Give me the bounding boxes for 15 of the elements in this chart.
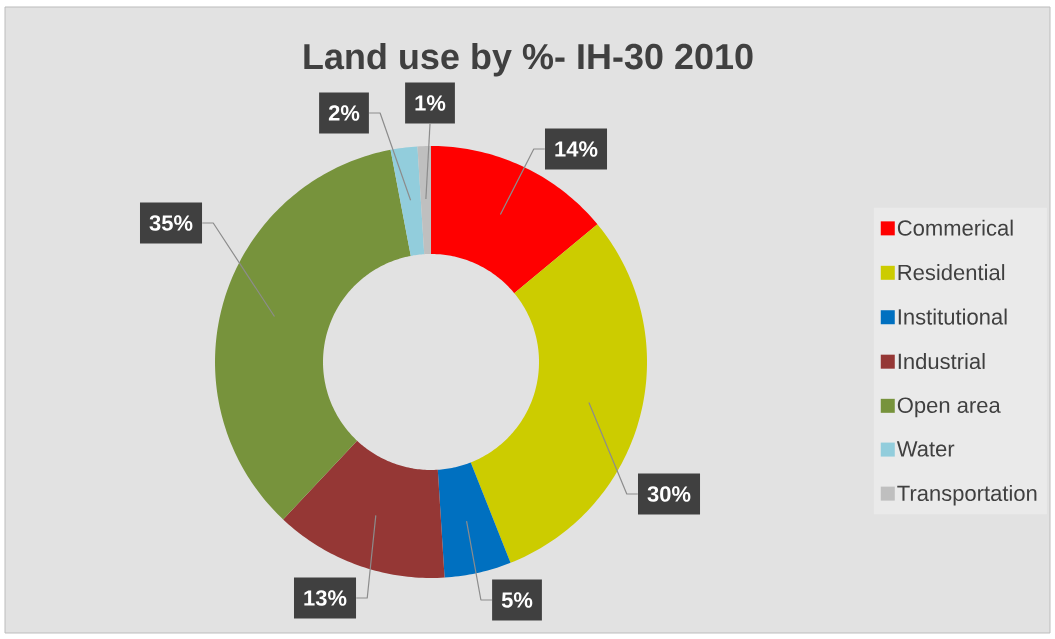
data-label: 2% [328, 105, 360, 121]
legend-label: Institutional [898, 308, 1007, 325]
legend-label: Water [896, 441, 955, 457]
data-label: 13% [304, 590, 347, 606]
legend-label: Commerical [897, 219, 1013, 236]
data-label: 1% [415, 95, 446, 111]
legend-label: Open area [897, 397, 1001, 418]
legend-label: Residential [898, 264, 1005, 281]
data-label: 30% [647, 486, 691, 502]
data-label: 5% [501, 592, 533, 608]
legend-label: Industrial [898, 352, 985, 370]
chart-title: Land use by %- IH-30 2010 [304, 42, 753, 77]
legend-label: Transportation [897, 484, 1037, 506]
data-label: 14% [555, 141, 598, 157]
data-label: 35% [149, 215, 193, 231]
